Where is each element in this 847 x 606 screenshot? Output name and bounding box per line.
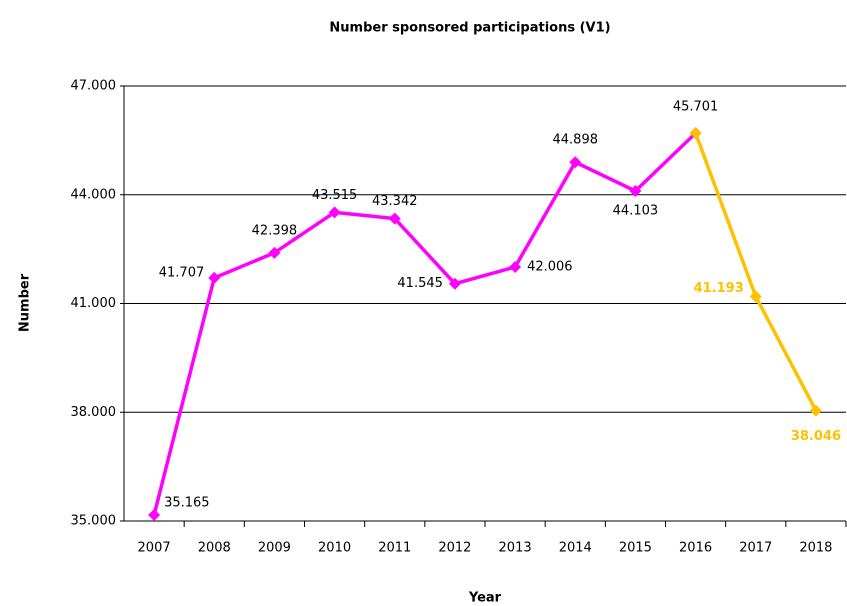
- marker: [509, 261, 522, 274]
- marker: [388, 212, 401, 225]
- x-tick-label: 2015: [619, 541, 652, 556]
- x-tick-label: 2014: [559, 541, 592, 556]
- y-tick-label: 47.000: [71, 79, 117, 94]
- marker: [569, 156, 582, 169]
- data-label: 44.898: [553, 133, 599, 148]
- x-tick-label: 2018: [799, 541, 832, 556]
- x-tick-label: 2011: [378, 541, 411, 556]
- marker: [749, 290, 762, 303]
- x-tick-label: 2017: [739, 541, 772, 556]
- marker: [629, 185, 642, 198]
- x-tick-label: 2007: [138, 541, 171, 556]
- x-axis-label: Year: [468, 591, 502, 606]
- x-tick-label: 2016: [679, 541, 712, 556]
- y-tick-label: 41.000: [71, 296, 117, 311]
- marker: [809, 404, 822, 417]
- data-label: 43.342: [372, 194, 418, 209]
- x-tick-label: 2009: [258, 541, 291, 556]
- x-tick-label: 2010: [318, 541, 351, 556]
- data-label: 41.545: [397, 276, 443, 291]
- data-label: 41.193: [694, 281, 744, 296]
- y-tick-label: 38.000: [71, 405, 117, 420]
- series-line: [693, 132, 818, 412]
- marker: [148, 509, 161, 522]
- y-axis-label: Number: [18, 273, 33, 332]
- x-tick-label: 2008: [198, 541, 231, 556]
- y-tick-label: 44.000: [71, 187, 117, 202]
- data-label: 35.165: [164, 496, 210, 511]
- chart-title: Number sponsored participations (V1): [329, 21, 610, 36]
- marker: [448, 277, 461, 290]
- data-label: 41.707: [159, 265, 205, 280]
- data-label: 42.006: [527, 260, 573, 275]
- marker: [268, 246, 281, 259]
- series-line: [152, 131, 697, 516]
- data-label: 45.701: [673, 100, 719, 115]
- data-label: 38.046: [791, 429, 841, 444]
- x-tick-label: 2012: [438, 541, 471, 556]
- marker: [328, 206, 341, 219]
- data-label: 43.515: [312, 188, 358, 203]
- data-label: 42.398: [252, 223, 298, 238]
- data-label: 44.103: [613, 204, 659, 219]
- y-tick-label: 35.000: [71, 514, 117, 529]
- marker: [689, 127, 702, 140]
- x-tick-label: 2013: [499, 541, 532, 556]
- marker: [208, 271, 221, 284]
